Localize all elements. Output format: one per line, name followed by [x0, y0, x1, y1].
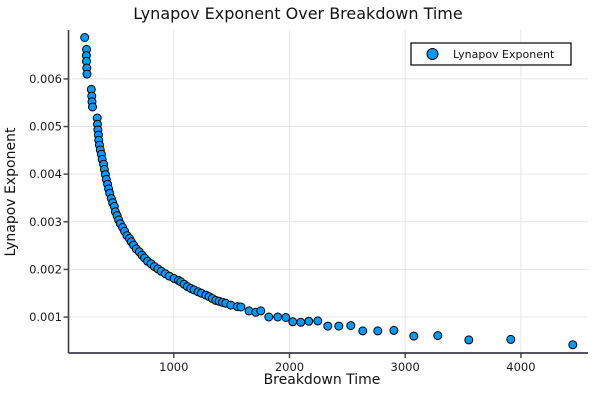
- data-point: [334, 321, 344, 331]
- data-point: [296, 317, 306, 327]
- data-point: [88, 102, 97, 112]
- data-point: [358, 326, 368, 336]
- data-point: [409, 331, 419, 341]
- y-tick-label: 0.002: [29, 262, 62, 276]
- data-point: [80, 33, 90, 42]
- y-tick-label: 0.003: [29, 215, 62, 229]
- data-point: [313, 316, 323, 326]
- data-point: [373, 326, 383, 336]
- tick-marks: [63, 78, 522, 358]
- x-axis-label: Breakdown Time: [264, 372, 381, 388]
- x-tick-label: 2000: [275, 360, 304, 374]
- y-tick-label: 0.006: [29, 72, 62, 86]
- y-axis-label: Lynapov Exponent: [3, 127, 19, 256]
- x-tick-label: 1000: [159, 360, 188, 374]
- data-point: [433, 331, 443, 341]
- legend-marker-icon: [426, 48, 439, 60]
- data-point: [389, 325, 399, 335]
- legend-box: [410, 42, 572, 66]
- data-point: [288, 317, 298, 327]
- data-point: [346, 321, 356, 331]
- x-tick-label: 3000: [391, 360, 420, 374]
- data-point: [273, 312, 283, 322]
- data-point: [264, 312, 274, 322]
- legend-entry-label: Lynapov Exponent: [453, 48, 555, 61]
- y-tick-label: 0.005: [29, 120, 62, 134]
- x-tick-label: 4000: [506, 360, 535, 374]
- legend: Lynapov Exponent: [410, 42, 572, 66]
- y-tick-label: 0.001: [29, 310, 62, 324]
- data-point: [323, 321, 333, 331]
- data-point: [236, 302, 246, 312]
- data-point: [281, 313, 291, 322]
- data-point: [506, 334, 516, 344]
- gridlines: [68, 30, 588, 353]
- y-tick-labels: 0.001 0.002 0.003 0.004 0.005 0.006: [29, 72, 62, 324]
- x-tick-labels: 1000 2000 3000 4000: [159, 360, 535, 374]
- y-tick-label: 0.004: [29, 167, 62, 181]
- data-point: [304, 316, 314, 326]
- data-point: [568, 340, 578, 350]
- data-points: [80, 33, 578, 350]
- axes-spines: [67, 30, 588, 354]
- data-point: [82, 69, 92, 79]
- data-point: [256, 306, 266, 316]
- chart-title: Lynapov Exponent Over Breakdown Time: [133, 4, 462, 23]
- data-point: [464, 335, 474, 345]
